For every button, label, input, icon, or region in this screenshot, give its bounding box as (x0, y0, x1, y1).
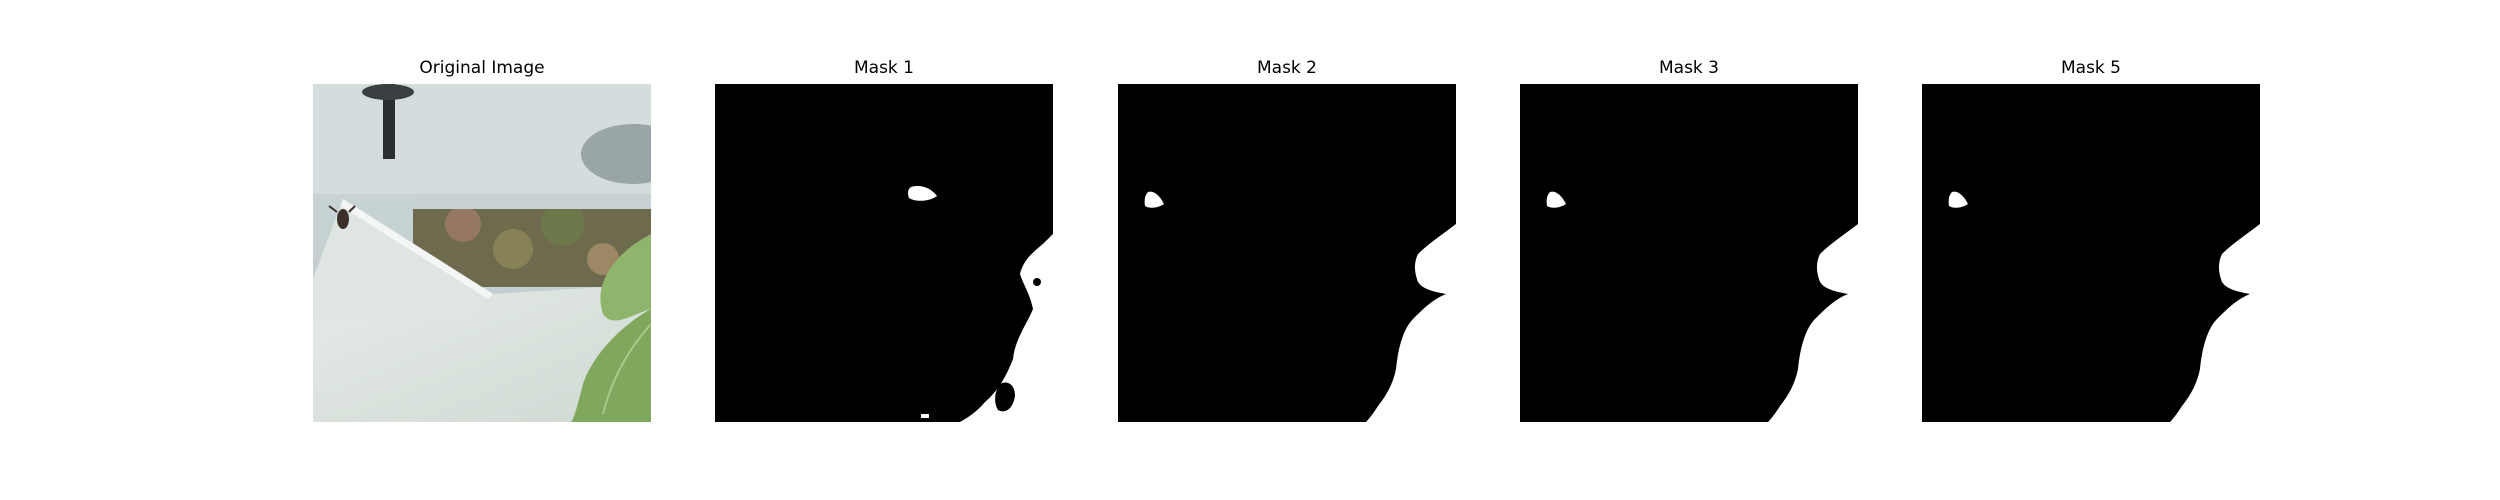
mask-1-image (715, 84, 1053, 422)
mask-background (715, 84, 1053, 422)
panel-title: Mask 3 (1520, 58, 1858, 78)
mask-hole (1033, 278, 1041, 286)
panel-mask-3: Mask 3 (1520, 0, 1858, 500)
mask-speck (921, 414, 929, 418)
panel-mask-1: Mask 1 (715, 0, 1053, 500)
mask-speck (2256, 290, 2260, 296)
panel-original-image: Original Image (313, 0, 651, 500)
mask-speck (1452, 290, 1456, 296)
mask-2-image (1118, 84, 1456, 422)
panel-title: Original Image (313, 58, 651, 78)
pole-top (362, 84, 414, 100)
mask-speck (1854, 290, 1858, 296)
mask-3-image (1520, 84, 1858, 422)
cross-bar (413, 194, 651, 209)
original-image (313, 84, 651, 422)
panel-title: Mask 2 (1118, 58, 1456, 78)
blur-spot (493, 229, 533, 269)
panel-title: Mask 5 (1922, 58, 2260, 78)
mask-5-image (1922, 84, 2260, 422)
blur-spot (445, 206, 481, 242)
panel-mask-5: Mask 5 (1922, 0, 2260, 500)
panel-mask-2: Mask 2 (1118, 0, 1456, 500)
panel-title: Mask 1 (715, 58, 1053, 78)
insect (337, 209, 349, 229)
